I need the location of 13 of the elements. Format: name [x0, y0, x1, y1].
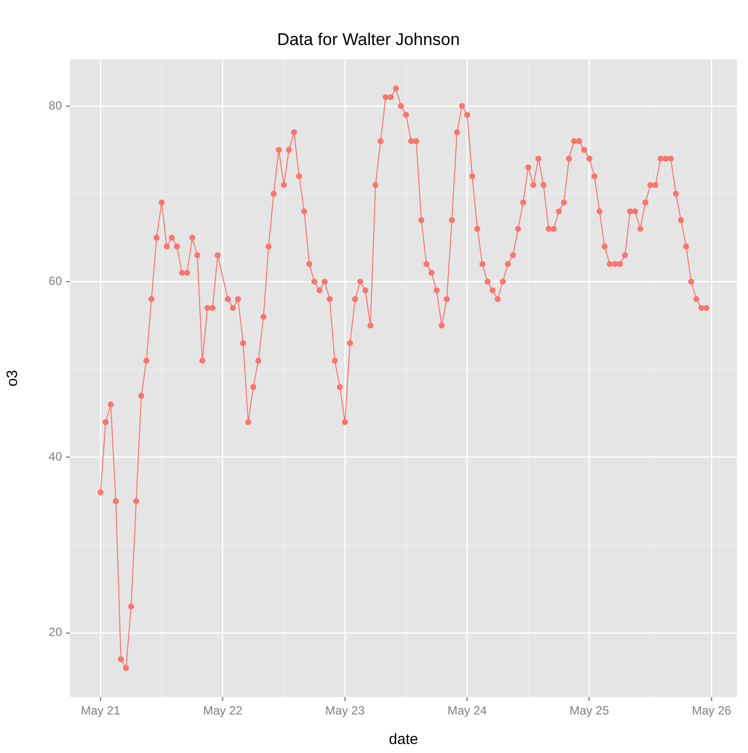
chart-title: Data for Walter Johnson	[277, 30, 460, 49]
x-tick-label: May 25	[570, 704, 610, 718]
x-tick-label: May 22	[203, 704, 243, 718]
y-tick-label: 20	[48, 625, 62, 640]
y-tick-label: 40	[48, 450, 62, 464]
y-tick-label: 80	[48, 98, 62, 112]
x-tick-label: May 21	[80, 704, 121, 718]
x-tick-label: May 23	[325, 704, 365, 718]
y-tick-label: 60	[48, 274, 62, 288]
x-tick-label: May 26	[692, 704, 732, 718]
x-axis-title: date	[388, 731, 418, 748]
x-tick-label: May 24	[447, 704, 488, 718]
y-axis-title: o3	[4, 370, 22, 387]
